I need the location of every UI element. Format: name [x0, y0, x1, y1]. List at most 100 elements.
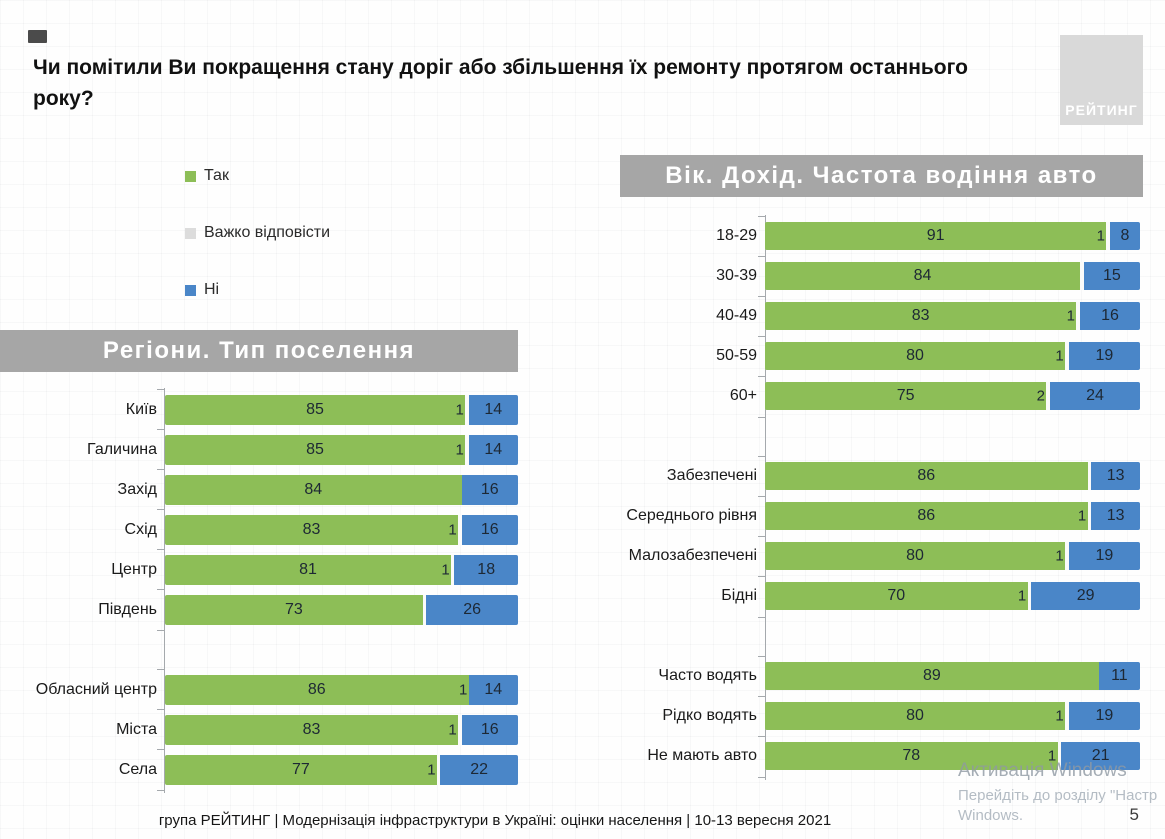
chart-row: Малозабезпечені 80 19 1 [608, 536, 1140, 570]
chart-row: 30-39 84 15 [608, 256, 1140, 290]
segment-no: 16 [461, 515, 518, 545]
category-label: 30-39 [716, 267, 757, 284]
segment-no: 8 [1110, 222, 1140, 250]
segment-dk [450, 555, 455, 585]
legend-item-yes: Так [185, 167, 330, 184]
stacked-bar: 77 22 1 [165, 755, 518, 785]
segment-yes: 70 [765, 582, 1028, 610]
chart-row: Південь 73 26 [0, 589, 518, 625]
segment-dk [1046, 382, 1050, 410]
segment-yes: 89 [765, 662, 1099, 690]
segment-no-value: 19 [1095, 707, 1114, 724]
segment-dk-value: 1 [455, 441, 464, 459]
segment-yes-value: 89 [922, 667, 941, 684]
category-label: Схід [124, 521, 157, 538]
segment-no: 14 [468, 395, 518, 425]
page-title: Чи помітили Ви покращення стану доріг аб… [33, 56, 968, 110]
segment-dk-value: 1 [441, 561, 450, 579]
segment-dk-value: 1 [1096, 227, 1105, 245]
segment-dk [465, 435, 469, 465]
segment-dk [1065, 342, 1069, 370]
chart-row: Центр 81 18 1 [0, 549, 518, 585]
segment-no-value: 13 [1106, 507, 1125, 524]
bar-group: Обласний центр 86 14 1 Міста 83 16 1 Села 77 22 1 [0, 669, 518, 795]
segment-dk [1080, 262, 1084, 290]
category-label: Обласний центр [35, 681, 157, 698]
segment-yes-value: 85 [306, 401, 324, 418]
segment-yes: 80 [765, 342, 1065, 370]
segment-yes: 84 [765, 262, 1080, 290]
chart-row: Захід 84 16 [0, 469, 518, 505]
chart-row: 60+ 75 24 2 [608, 376, 1140, 410]
segment-no-value: 22 [470, 761, 489, 778]
category-label: 18-29 [716, 227, 757, 244]
segment-dk [1087, 462, 1092, 490]
segment-yes-value: 85 [306, 441, 324, 458]
segment-yes-value: 80 [906, 707, 924, 724]
segment-yes-value: 84 [913, 267, 932, 284]
chart-row: Київ 85 14 1 [0, 389, 518, 425]
segment-no: 19 [1068, 702, 1140, 730]
stacked-bar: 81 18 1 [165, 555, 518, 585]
segment-yes: 86 [165, 675, 469, 705]
stacked-bar: 85 14 1 [165, 435, 518, 465]
legend-swatch-dk-icon [185, 227, 196, 239]
category-label: 50-59 [716, 347, 757, 364]
category-label: Не мають авто [647, 747, 757, 764]
watermark-line3: Windows. [958, 807, 1024, 824]
segment-no: 18 [454, 555, 518, 585]
segment-no-value: 16 [480, 521, 499, 538]
segment-yes: 84 [165, 475, 462, 505]
segment-no: 11 [1098, 662, 1140, 690]
segment-no-value: 19 [1095, 347, 1114, 364]
segment-yes-value: 83 [302, 721, 321, 738]
segment-yes-value: 83 [911, 307, 930, 324]
legend: Так Важко відповісти Ні [185, 167, 330, 339]
chart-row: Часто водять 89 11 [608, 656, 1140, 690]
artifact-mark [28, 30, 47, 43]
segment-yes-value: 80 [906, 547, 924, 564]
segment-dk [1065, 702, 1069, 730]
segment-dk [1106, 222, 1110, 250]
segment-yes-value: 78 [902, 747, 921, 764]
segment-yes: 80 [765, 542, 1065, 570]
rating-logo: РЕЙТИНГ [1060, 35, 1143, 125]
segment-dk-value: 1 [455, 401, 464, 419]
segment-no: 26 [426, 595, 518, 625]
page-number: 5 [1129, 805, 1139, 824]
segment-no-value: 14 [484, 441, 503, 458]
stacked-bar: 91 8 1 [765, 222, 1140, 250]
chart-row: 18-29 91 8 1 [608, 216, 1140, 250]
stacked-bar: 80 19 1 [765, 702, 1140, 730]
segment-yes: 78 [765, 742, 1058, 770]
segment-no-value: 11 [1111, 667, 1128, 684]
segment-no-value: 15 [1102, 267, 1121, 284]
segment-yes-value: 86 [917, 467, 936, 484]
stacked-bar: 89 11 [765, 662, 1140, 690]
category-label: Середнього рівня [626, 507, 757, 524]
segment-no-value: 8 [1120, 227, 1130, 244]
segment-dk [1065, 542, 1069, 570]
segment-yes-value: 84 [304, 481, 323, 498]
segment-dk-value: 1 [1066, 307, 1075, 325]
segment-no-value: 24 [1086, 387, 1104, 404]
segment-dk [1087, 502, 1092, 530]
chart-row: Схід 83 16 1 [0, 509, 518, 545]
segment-dk [1076, 302, 1080, 330]
category-axis-line [164, 388, 165, 793]
segment-dk-value: 1 [1017, 587, 1027, 605]
segment-yes-value: 86 [917, 507, 936, 524]
stacked-bar: 84 15 [765, 262, 1140, 290]
segment-dk-value: 1 [448, 721, 457, 739]
segment-yes: 75 [765, 382, 1047, 410]
segment-no: 19 [1068, 542, 1140, 570]
segment-no-value: 18 [477, 561, 496, 578]
segment-no-value: 16 [480, 481, 499, 498]
bar-group: Забезпечені 86 13 Середнього рівня 86 13 1 Мало… [608, 456, 1140, 622]
segment-no: 13 [1091, 502, 1140, 530]
segment-yes-value: 91 [926, 227, 945, 244]
legend-swatch-no-icon [185, 284, 196, 296]
footer-source-line: група РЕЙТИНГ | Модернізація інфраструкт… [158, 812, 832, 829]
segment-no: 19 [1068, 342, 1140, 370]
segment-no: 13 [1091, 462, 1140, 490]
